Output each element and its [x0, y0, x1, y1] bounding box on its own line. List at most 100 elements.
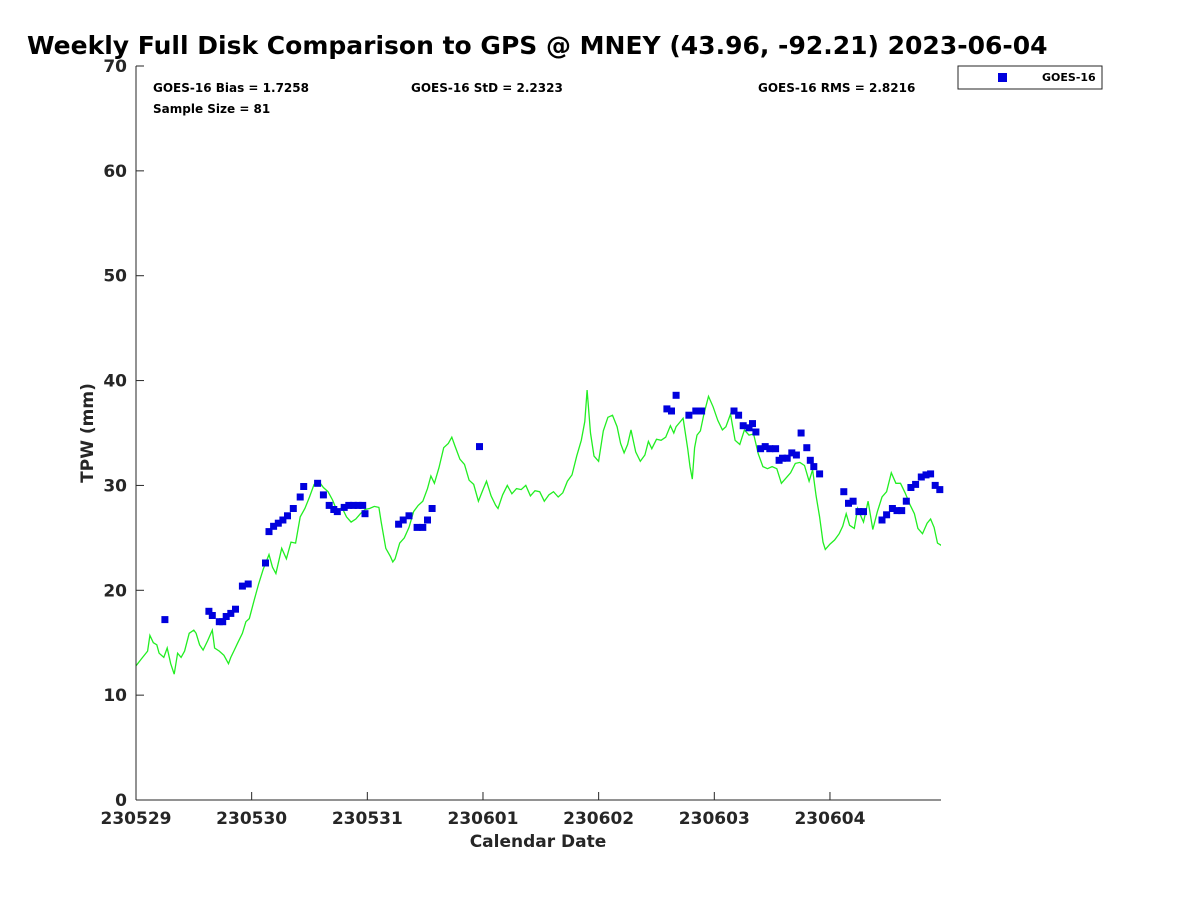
axes — [135, 66, 941, 801]
y-tick-label: 40 — [103, 372, 127, 392]
goes-16-point — [663, 405, 671, 413]
goes-16-point — [752, 428, 760, 436]
goes-16-point — [685, 411, 693, 419]
y-tick-label: 0 — [115, 791, 127, 811]
goes-16-point — [205, 607, 213, 615]
goes-16-point — [222, 613, 230, 620]
goes-16-point — [840, 488, 848, 496]
goes-16-point — [399, 516, 407, 524]
goes-16-point — [772, 445, 780, 453]
goes-16-point — [783, 454, 791, 462]
goes-16-point — [893, 507, 901, 515]
x-tick-label: 230601 — [447, 809, 518, 829]
goes-16-point — [274, 519, 282, 527]
goes-16-point — [333, 508, 341, 516]
goes-16-point — [849, 497, 857, 505]
goes-16-point — [244, 580, 252, 588]
legend-box — [957, 65, 1103, 90]
goes-16-point — [816, 470, 824, 478]
goes-16-point — [668, 407, 675, 415]
stat-bias: GOES-16 Bias = 1.7258 — [153, 81, 309, 95]
goes-16-point — [265, 528, 273, 536]
x-tick-label: 230529 — [101, 809, 172, 829]
goes-16-point — [735, 411, 743, 419]
goes-16-point — [349, 501, 357, 509]
goes-16-point — [296, 493, 304, 501]
goes-16-point — [419, 523, 427, 531]
goes-16-point — [345, 501, 353, 509]
goes-16-point — [855, 508, 863, 516]
goes-16-point — [227, 609, 235, 617]
goes-16-point — [788, 449, 796, 457]
y-tick-label: 10 — [103, 686, 127, 706]
goes-16-point — [405, 512, 413, 520]
goes-16-point — [428, 505, 436, 512]
chart-title: Weekly Full Disk Comparison to GPS @ MNE… — [27, 31, 1048, 60]
goes-16-point — [912, 480, 920, 488]
goes-16-point — [359, 501, 367, 509]
goes-16-point — [314, 479, 322, 487]
x-ticks: 230529 230530 230531 230601 230602 230603 2306… — [101, 792, 866, 829]
goes-16-point — [476, 443, 483, 451]
goes-16-point — [161, 616, 169, 624]
goes-16-point — [279, 516, 287, 524]
y-tick-label: 70 — [103, 57, 127, 77]
legend: GOES-16 — [957, 65, 1103, 90]
goes-16-point — [797, 429, 805, 437]
goes-16-point — [757, 445, 765, 453]
goes-16-point — [300, 483, 308, 490]
y-tick-label: 50 — [103, 267, 127, 287]
legend-label-goes-16: GOES-16 — [1042, 71, 1096, 84]
stat-sample-size: Sample Size = 81 — [153, 102, 270, 116]
x-tick-label: 230603 — [679, 809, 750, 829]
goes-16-point — [883, 511, 891, 519]
goes-16-point — [739, 422, 747, 430]
plot-area — [136, 389, 944, 675]
x-tick-label: 230530 — [216, 809, 287, 829]
goes-16-point — [745, 424, 753, 432]
goes-16-point — [361, 510, 369, 518]
goes-16-point — [806, 456, 814, 464]
goes-16-point — [284, 512, 291, 520]
goes-16-point — [730, 407, 738, 415]
y-ticks: 0 10 20 30 40 50 60 70 — [103, 57, 144, 811]
goes-16-point — [219, 618, 227, 626]
goes-16-point — [340, 503, 348, 511]
goes-16-point — [354, 501, 362, 509]
y-axis-label: TPW (mm) — [78, 383, 98, 483]
goes-16-series — [161, 391, 944, 626]
goes-16-point — [424, 516, 431, 524]
goes-16-point — [325, 501, 333, 509]
goes-16-point — [927, 470, 935, 478]
goes-16-point — [792, 451, 800, 459]
goes-16-point — [860, 508, 867, 516]
goes-16-point — [270, 522, 278, 530]
goes-16-point — [922, 471, 930, 479]
goes-16-point — [749, 420, 756, 428]
x-tick-label: 230604 — [794, 809, 865, 829]
goes-16-point — [319, 491, 327, 499]
goes-16-point — [779, 454, 786, 462]
gps-series — [136, 389, 941, 675]
goes-16-point — [232, 605, 239, 613]
y-tick-label: 20 — [103, 581, 127, 601]
legend-marker-goes-16 — [998, 73, 1007, 82]
goes-16-point — [289, 505, 297, 512]
goes-16-point — [931, 481, 939, 489]
goes-16-point — [238, 582, 246, 590]
goes-16-point — [262, 559, 269, 567]
goes-16-point — [810, 463, 818, 471]
goes-16-point — [761, 443, 769, 451]
goes-16-point — [907, 484, 915, 491]
y-tick-label: 30 — [103, 476, 127, 496]
goes-16-point — [878, 516, 886, 524]
goes-16-point — [698, 407, 706, 415]
goes-16-point — [413, 523, 421, 531]
goes-16-point — [845, 499, 852, 507]
goes-16-point — [208, 612, 216, 619]
goes-16-point — [692, 407, 700, 415]
gps-line — [136, 389, 941, 675]
x-tick-label: 230531 — [332, 809, 403, 829]
goes-16-point — [898, 507, 906, 515]
